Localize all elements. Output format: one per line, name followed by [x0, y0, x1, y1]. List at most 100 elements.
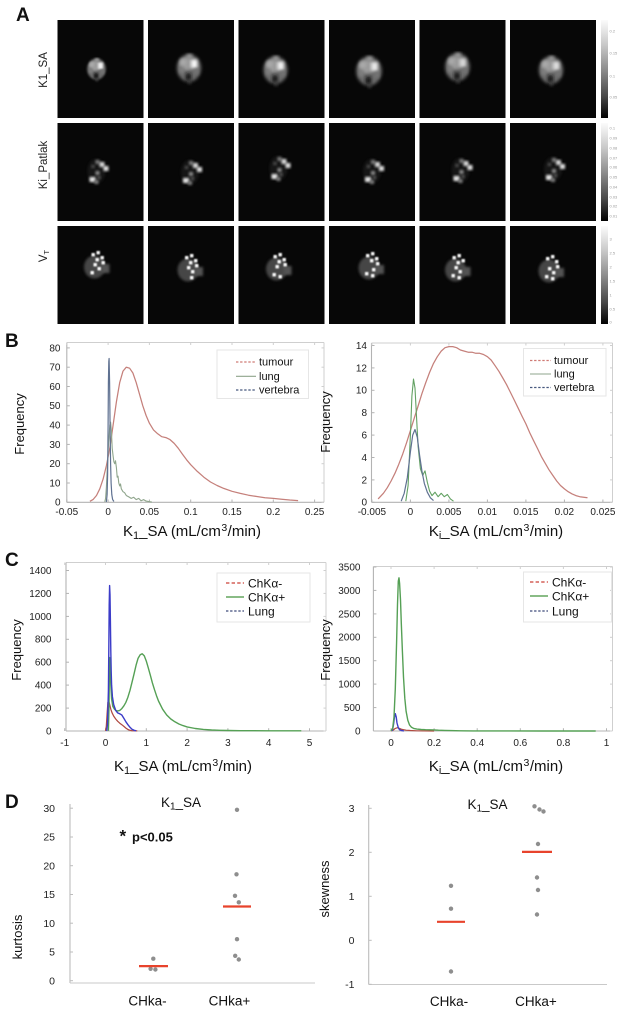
svg-text:K1_SA (mL/cm3/min): K1_SA (mL/cm3/min) — [114, 757, 252, 777]
svg-text:*: * — [120, 827, 127, 846]
svg-text:K1_SA (mL/cm3/min): K1_SA (mL/cm3/min) — [123, 522, 261, 542]
svg-text:tumour: tumour — [259, 357, 294, 369]
svg-text:0.1: 0.1 — [610, 126, 616, 131]
svg-text:0.15: 0.15 — [222, 507, 242, 518]
svg-text:-0.05: -0.05 — [55, 507, 78, 518]
svg-text:0.05: 0.05 — [610, 175, 619, 180]
svg-text:lung: lung — [259, 371, 280, 383]
svg-text:70: 70 — [49, 363, 61, 374]
svg-text:0.01: 0.01 — [610, 214, 619, 219]
svg-text:30: 30 — [49, 440, 61, 451]
svg-text:-1: -1 — [345, 979, 354, 991]
svg-text:vertebra: vertebra — [554, 382, 595, 394]
svg-text:CHka-: CHka- — [430, 994, 468, 1009]
svg-text:14: 14 — [356, 341, 368, 352]
svg-text:p<0.05: p<0.05 — [132, 830, 173, 845]
svg-text:20: 20 — [49, 459, 61, 470]
svg-text:600: 600 — [35, 658, 52, 669]
svg-text:10: 10 — [43, 918, 55, 930]
svg-text:0: 0 — [49, 975, 55, 987]
svg-text:2: 2 — [361, 475, 367, 486]
svg-text:CHka-: CHka- — [128, 994, 166, 1009]
svg-text:2: 2 — [349, 847, 355, 859]
svg-text:0: 0 — [610, 320, 613, 325]
svg-text:K1_SA: K1_SA — [467, 797, 507, 815]
svg-text:0.1: 0.1 — [184, 507, 198, 518]
svg-text:2: 2 — [610, 265, 613, 270]
svg-text:ChKα+: ChKα+ — [248, 590, 285, 604]
svg-text:0.07: 0.07 — [610, 156, 619, 161]
svg-text:0.05: 0.05 — [140, 507, 160, 518]
svg-text:0: 0 — [55, 498, 61, 509]
svg-text:10: 10 — [356, 386, 368, 397]
svg-text:0: 0 — [103, 738, 109, 749]
svg-text:CHka+: CHka+ — [209, 994, 251, 1009]
svg-text:Ki_SA (mL/cm3/min): Ki_SA (mL/cm3/min) — [429, 757, 563, 777]
svg-text:0.15: 0.15 — [610, 51, 619, 56]
svg-text:4: 4 — [361, 453, 367, 464]
svg-text:3500: 3500 — [338, 562, 361, 573]
svg-text:Frequency: Frequency — [318, 391, 333, 453]
svg-text:15: 15 — [43, 889, 55, 901]
svg-text:0: 0 — [388, 738, 394, 749]
svg-text:-1: -1 — [60, 738, 69, 749]
svg-text:1: 1 — [604, 738, 610, 749]
svg-text:kurtosis: kurtosis — [10, 914, 25, 959]
svg-text:0: 0 — [105, 507, 111, 518]
svg-text:3: 3 — [349, 803, 355, 815]
svg-text:0.02: 0.02 — [555, 507, 575, 518]
svg-text:0.8: 0.8 — [556, 738, 570, 749]
svg-text:5: 5 — [49, 947, 55, 959]
svg-text:0.06: 0.06 — [610, 165, 619, 170]
svg-text:5: 5 — [307, 738, 313, 749]
svg-text:K1_SA: K1_SA — [161, 795, 201, 813]
svg-text:2.5: 2.5 — [610, 251, 616, 256]
svg-text:2500: 2500 — [338, 609, 361, 620]
svg-text:3000: 3000 — [338, 586, 361, 597]
svg-text:0.2: 0.2 — [266, 507, 280, 518]
svg-text:0.08: 0.08 — [610, 146, 619, 151]
svg-text:0.1: 0.1 — [610, 74, 616, 79]
svg-text:20: 20 — [43, 860, 55, 872]
svg-text:Frequency: Frequency — [318, 619, 333, 681]
svg-text:40: 40 — [49, 421, 61, 432]
svg-text:Lung: Lung — [552, 604, 579, 618]
svg-text:4: 4 — [266, 738, 272, 749]
svg-text:VT: VT — [38, 249, 51, 262]
svg-text:D: D — [5, 792, 19, 813]
svg-text:K1_SA: K1_SA — [38, 52, 50, 88]
svg-text:1.5: 1.5 — [610, 279, 616, 284]
svg-text:8: 8 — [361, 408, 367, 419]
svg-text:ChKα-: ChKα- — [552, 576, 586, 590]
svg-text:0.05: 0.05 — [610, 95, 619, 100]
svg-text:ChKα+: ChKα+ — [552, 590, 589, 604]
svg-text:80: 80 — [49, 343, 61, 354]
svg-text:skewness: skewness — [317, 860, 332, 918]
svg-text:0.5: 0.5 — [610, 307, 616, 312]
svg-text:Ki_SA (mL/cm3/min): Ki_SA (mL/cm3/min) — [429, 522, 563, 542]
svg-text:CHka+: CHka+ — [515, 994, 557, 1009]
svg-text:400: 400 — [35, 681, 52, 692]
svg-text:60: 60 — [49, 382, 61, 393]
svg-text:Frequency: Frequency — [9, 619, 24, 681]
svg-text:2000: 2000 — [338, 633, 361, 644]
svg-text:50: 50 — [49, 401, 61, 412]
svg-text:vertebra: vertebra — [259, 385, 300, 397]
svg-text:A: A — [16, 5, 30, 26]
svg-text:0: 0 — [349, 935, 355, 947]
svg-text:0.25: 0.25 — [305, 507, 325, 518]
svg-text:1: 1 — [349, 891, 355, 903]
svg-text:1: 1 — [144, 738, 150, 749]
svg-text:1200: 1200 — [29, 589, 52, 600]
svg-text:ChKα-: ChKα- — [248, 576, 282, 590]
svg-text:0.015: 0.015 — [513, 507, 538, 518]
svg-text:1000: 1000 — [338, 680, 361, 691]
svg-text:-0.005: -0.005 — [358, 507, 387, 518]
svg-text:C: C — [5, 550, 19, 571]
svg-text:0.6: 0.6 — [513, 738, 527, 749]
svg-text:Frequency: Frequency — [12, 393, 27, 455]
svg-text:1500: 1500 — [338, 656, 361, 667]
svg-text:0: 0 — [355, 726, 361, 737]
svg-text:6: 6 — [361, 431, 367, 442]
svg-text:25: 25 — [43, 832, 55, 844]
